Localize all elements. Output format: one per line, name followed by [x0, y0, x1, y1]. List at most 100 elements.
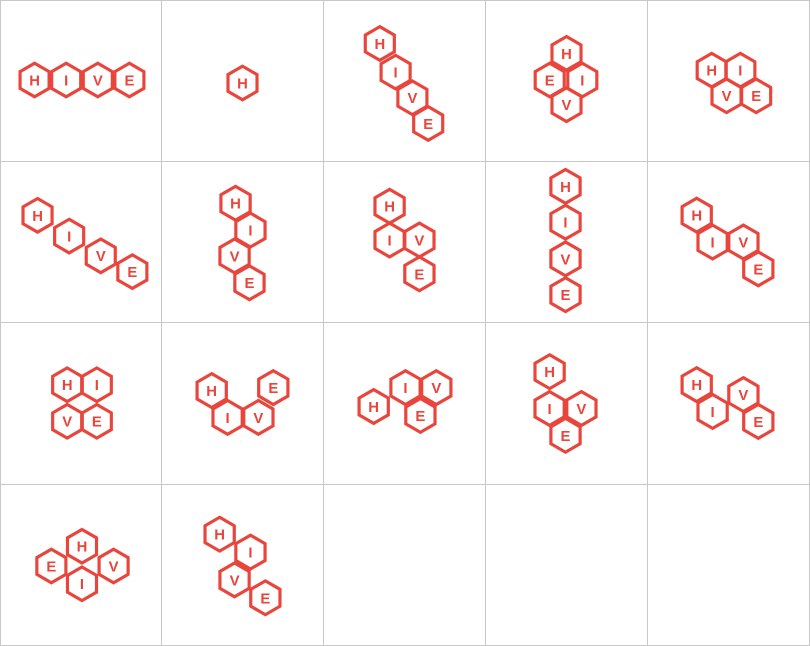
hex-letter: E — [561, 288, 571, 304]
hex-cell: H — [65, 527, 99, 565]
hex-cell: V — [84, 236, 117, 274]
hex-cell: V — [420, 368, 453, 407]
hex-cell: V — [565, 389, 598, 428]
hexagon-shape — [549, 275, 582, 313]
hex-cell: E — [549, 416, 582, 455]
hex-letter: E — [751, 89, 761, 105]
hex-letter: V — [414, 233, 424, 249]
hex-cell: V — [218, 560, 251, 599]
hexagon-shape — [389, 368, 422, 407]
hex-letter: E — [545, 73, 555, 89]
hexagon-shape — [65, 527, 99, 565]
hive-logo: HE IV — [533, 34, 599, 124]
hexagon-shape — [533, 389, 566, 428]
hexagon-shape — [80, 402, 113, 440]
hex-letter: V — [738, 388, 748, 404]
hex-cell: E — [412, 104, 445, 143]
hex-cell: I — [379, 53, 412, 91]
hexagon-shape — [549, 167, 582, 205]
hex-letter: E — [244, 276, 254, 292]
hexagon-shape — [233, 263, 266, 301]
hex-cell: V — [549, 239, 582, 278]
hex-letter: E — [753, 415, 763, 431]
hex-letter: H — [206, 384, 217, 400]
hexagon-shape — [234, 532, 267, 571]
hexagon-shape — [533, 352, 566, 391]
hex-cell: H — [18, 61, 51, 99]
hex-cell: E — [742, 249, 775, 288]
hex-letter: E — [423, 117, 433, 133]
hex-cell: E — [742, 402, 775, 441]
hexagon-shape — [379, 53, 412, 91]
hex-cell: E — [249, 578, 282, 617]
hexagon-shape — [203, 514, 236, 553]
hexagon-shape — [116, 252, 149, 290]
hexagon-shape — [21, 196, 54, 234]
hex-cell: E — [403, 254, 436, 293]
hexagon-shape — [65, 564, 99, 602]
hexagon-shape — [218, 560, 251, 599]
hexagon-shape — [195, 371, 228, 410]
hex-letter: I — [394, 66, 398, 82]
hex-letter: V — [253, 411, 263, 427]
hexagon-shape — [680, 365, 713, 404]
hive-logo: H I V E — [21, 196, 149, 290]
hex-cell: H — [203, 514, 236, 553]
hex-cell: I — [50, 61, 83, 99]
logo-tile — [486, 484, 648, 646]
hexagon-shape — [363, 24, 396, 63]
hexagon-shape — [550, 34, 583, 72]
hex-letter: I — [580, 73, 584, 89]
hexagon-shape — [680, 195, 713, 234]
hex-letter: I — [64, 73, 68, 89]
hexagon-shape — [249, 578, 282, 617]
hex-cell: H — [357, 387, 390, 426]
hex-letter: H — [32, 208, 43, 224]
hex-letter: H — [29, 73, 40, 89]
hex-cell: I — [211, 398, 244, 437]
logo-tile: H I V E — [0, 161, 162, 323]
hex-letter: V — [407, 91, 417, 107]
hex-letter: H — [544, 365, 555, 381]
hex-cell: H — [21, 196, 54, 234]
hex-cell: H — [680, 195, 713, 234]
hex-cell: E — [257, 368, 290, 407]
hex-cell: I — [53, 216, 86, 255]
hex-cell: H — [549, 167, 582, 205]
hex-letter: E — [268, 381, 278, 397]
hex-letter: E — [415, 409, 425, 425]
hex-letter: V — [722, 89, 732, 105]
hex-cell: E — [404, 396, 437, 435]
hex-cell: V — [81, 61, 114, 99]
hex-cell: H — [51, 366, 84, 404]
hex-letter: I — [67, 229, 71, 245]
hexagon-shape — [113, 61, 146, 99]
hex-letter: E — [561, 429, 571, 445]
hive-logo: H E V I — [35, 527, 130, 602]
hexagon-shape — [696, 392, 729, 431]
hex-letter: H — [384, 199, 395, 215]
hexagon-shape — [549, 239, 582, 278]
hex-letter: E — [127, 265, 137, 281]
hex-cell: V — [51, 402, 84, 440]
hexagon-shape — [211, 398, 244, 437]
hex-letter: H — [230, 196, 241, 212]
hex-cell: H — [195, 371, 228, 410]
hex-cell: I — [696, 222, 729, 261]
hex-letter: E — [46, 559, 56, 575]
hex-cell: I — [389, 368, 422, 407]
hexagon-shape — [357, 387, 390, 426]
hex-letter: V — [96, 249, 106, 265]
hex-cell: E — [740, 77, 773, 115]
